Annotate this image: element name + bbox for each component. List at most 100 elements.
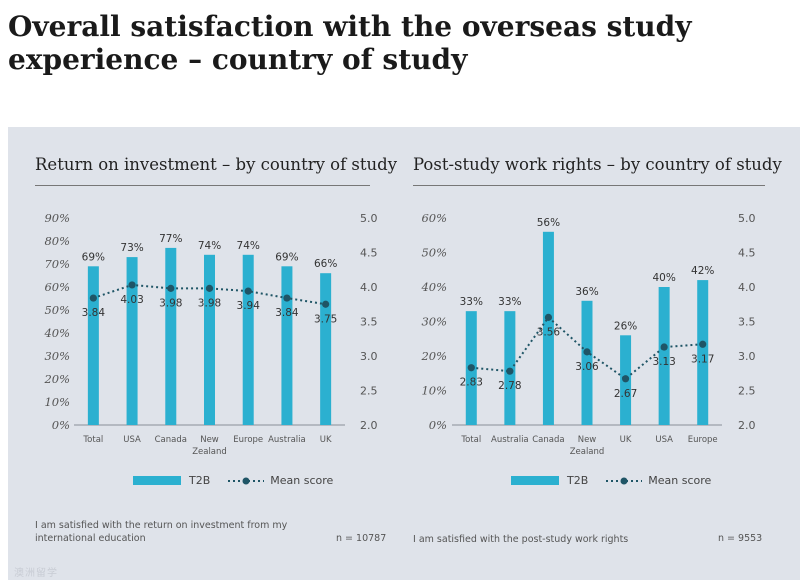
work-rights-y-left-tick: 0% bbox=[429, 418, 447, 432]
work-rights-mean-label: 3.13 bbox=[652, 356, 675, 368]
roi-y-left-tick: 40% bbox=[43, 326, 70, 340]
roi-mean-point bbox=[89, 294, 97, 302]
work-rights-y-right-tick: 2.5 bbox=[738, 385, 756, 398]
roi-x-tick: Total bbox=[82, 435, 103, 445]
work-rights-mean-label: 2.78 bbox=[498, 380, 521, 392]
work-rights-footnote: I am satisfied with the post-study work … bbox=[413, 534, 629, 545]
work-rights-x-tick: New bbox=[578, 435, 597, 445]
roi-x-tick: Zealand bbox=[192, 447, 227, 457]
work-rights-bar-label: 26% bbox=[614, 320, 637, 332]
work-rights-bar-label: 40% bbox=[652, 272, 675, 284]
work-rights-chart-title: Post-study work rights – by country of s… bbox=[413, 155, 782, 174]
roi-y-left-tick: 90% bbox=[44, 211, 70, 225]
roi-bar-label: 74% bbox=[237, 240, 260, 252]
work-rights-bar bbox=[658, 287, 670, 425]
work-rights-y-right-tick: 4.5 bbox=[738, 247, 756, 260]
roi-mean-point bbox=[167, 284, 175, 292]
roi-y-right-tick: 2.0 bbox=[360, 419, 378, 432]
work-rights-mean-point bbox=[583, 348, 591, 356]
legend-line-swatch bbox=[228, 477, 265, 484]
work-rights-bar-label: 33% bbox=[498, 296, 521, 308]
work-rights-title-rule bbox=[413, 185, 765, 186]
work-rights-x-tick: UK bbox=[620, 435, 632, 445]
roi-bar-label: 73% bbox=[120, 242, 143, 254]
roi-mean-point bbox=[205, 284, 214, 292]
roi-bar-label: 66% bbox=[314, 258, 337, 270]
roi-mean-label: 3.75 bbox=[314, 313, 337, 325]
roi-bar bbox=[87, 266, 99, 425]
legend-bar-label: T2B bbox=[189, 474, 211, 487]
legend-line-label: Mean score bbox=[648, 474, 712, 487]
roi-y-left-tick: 30% bbox=[44, 349, 70, 363]
work-rights-bar bbox=[581, 300, 593, 425]
work-rights-mean-point bbox=[467, 364, 475, 372]
roi-bar bbox=[281, 266, 293, 425]
work-rights-mean-point bbox=[621, 375, 630, 383]
roi-y-right-tick: 4.5 bbox=[360, 247, 378, 260]
roi-x-tick: Europe bbox=[233, 435, 263, 445]
work-rights-mean-label: 2.83 bbox=[460, 377, 483, 389]
roi-y-left-tick: 50% bbox=[44, 303, 70, 317]
work-rights-y-left-tick: 50% bbox=[421, 246, 447, 260]
work-rights-x-tick: Australia bbox=[491, 435, 529, 445]
work-rights-bar bbox=[542, 231, 554, 425]
work-rights-x-tick: USA bbox=[655, 435, 673, 445]
work-rights-y-right-tick: 3.5 bbox=[738, 316, 756, 329]
legend-bar-label: T2B bbox=[567, 474, 589, 487]
roi-y-left-tick: 20% bbox=[43, 372, 70, 386]
legend-bar-swatch bbox=[511, 476, 559, 485]
roi-bar bbox=[320, 273, 332, 425]
work-rights-y-left-tick: 60% bbox=[421, 211, 447, 225]
work-rights-x-tick: Canada bbox=[532, 435, 564, 445]
roi-bar-label: 74% bbox=[198, 240, 221, 252]
roi-y-left-tick: 0% bbox=[52, 418, 70, 432]
work-rights-mean-point bbox=[699, 340, 707, 348]
work-rights-mean-point bbox=[506, 367, 514, 375]
work-rights-mean-label: 2.67 bbox=[614, 388, 637, 400]
work-rights-mean-label: 3.06 bbox=[575, 361, 599, 373]
roi-mean-label: 3.98 bbox=[198, 297, 221, 309]
roi-title-rule bbox=[35, 185, 370, 186]
roi-bar bbox=[242, 254, 254, 425]
roi-bar bbox=[204, 254, 215, 425]
work-rights-sample-size: n = 9553 bbox=[718, 533, 763, 544]
roi-sample-size: n = 10787 bbox=[336, 533, 387, 544]
work-rights-bar-label: 36% bbox=[575, 286, 598, 298]
work-rights-y-right-tick: 3.0 bbox=[738, 350, 756, 363]
roi-y-left-tick: 70% bbox=[44, 257, 70, 271]
roi-bar-label: 77% bbox=[159, 233, 182, 245]
work-rights-y-left-tick: 20% bbox=[420, 349, 447, 363]
roi-mean-point bbox=[322, 300, 330, 308]
work-rights-bar-label: 42% bbox=[691, 265, 714, 277]
legend-line-swatch bbox=[606, 477, 643, 484]
work-rights-bar bbox=[697, 280, 709, 425]
roi-mean-label: 4.03 bbox=[120, 294, 143, 306]
roi-x-tick: Canada bbox=[155, 435, 187, 445]
work-rights-mean-point bbox=[660, 343, 668, 351]
roi-x-tick: USA bbox=[123, 435, 141, 445]
roi-bar-label: 69% bbox=[82, 251, 105, 263]
roi-mean-point bbox=[244, 287, 252, 295]
work-rights-y-left-tick: 30% bbox=[421, 315, 447, 329]
roi-mean-label: 3.98 bbox=[159, 297, 182, 309]
work-rights-y-right-tick: 5.0 bbox=[738, 212, 756, 225]
work-rights-y-left-tick: 10% bbox=[421, 384, 447, 398]
work-rights-bar-label: 33% bbox=[460, 296, 483, 308]
watermark: 澳洲留学 bbox=[14, 568, 58, 579]
work-rights-x-tick: Total bbox=[460, 435, 481, 445]
roi-y-right-tick: 3.5 bbox=[360, 316, 378, 329]
page-title: Overall satisfaction with the overseas s… bbox=[8, 10, 692, 76]
roi-mean-point bbox=[283, 294, 291, 302]
roi-chart-title: Return on investment – by country of stu… bbox=[35, 155, 398, 174]
work-rights-mean-label: 3.56 bbox=[537, 326, 561, 338]
roi-x-tick: New bbox=[200, 435, 219, 445]
roi-y-right-tick: 2.5 bbox=[360, 385, 378, 398]
legend-line-label: Mean score bbox=[270, 474, 334, 487]
legend-bar-swatch bbox=[133, 476, 181, 485]
roi-mean-label: 3.94 bbox=[237, 300, 261, 312]
roi-bar bbox=[165, 247, 177, 425]
roi-bar-label: 69% bbox=[275, 251, 298, 263]
work-rights-bar-label: 56% bbox=[537, 217, 560, 229]
work-rights-legend: T2B Mean score bbox=[511, 474, 711, 487]
